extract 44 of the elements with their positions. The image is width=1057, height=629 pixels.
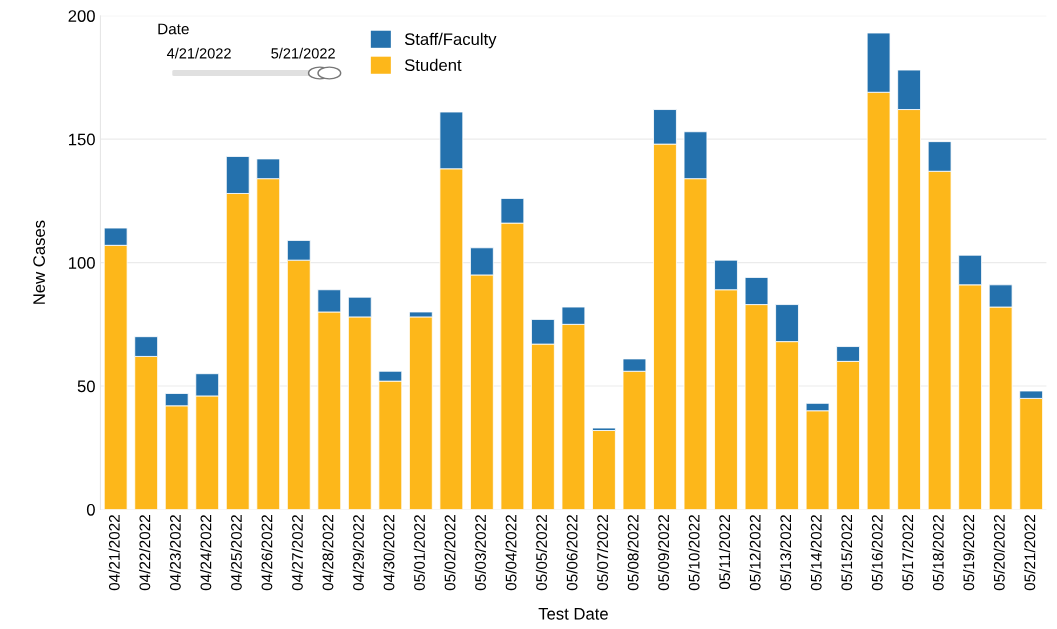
x-tick-label: 05/05/2022 — [535, 515, 548, 591]
x-tick-label: 05/10/2022 — [688, 515, 700, 591]
x-tick-label: 04/22/2022 — [139, 515, 151, 591]
x-tick-label: 05/17/2022 — [901, 515, 914, 591]
legend-label: Student — [404, 58, 462, 72]
y-tick-label: 0 — [86, 503, 95, 516]
x-tick-label: 04/29/2022 — [352, 515, 364, 591]
x-tick-label: 05/11/2022 — [718, 515, 731, 590]
x-tick-label: 04/25/2022 — [230, 515, 242, 591]
x-tick-label: 05/21/2022 — [1024, 515, 1036, 591]
x-tick-label: 05/02/2022 — [444, 515, 456, 591]
x-tick-label: 05/04/2022 — [505, 515, 517, 591]
x-tick-label: 04/27/2022 — [291, 515, 303, 591]
x-tick-label: 05/07/2022 — [596, 515, 609, 591]
x-tick-label: 05/09/2022 — [657, 515, 670, 591]
x-axis-title: Test Date — [538, 608, 608, 620]
x-tick-label: 04/30/2022 — [383, 515, 395, 591]
x-tick-label: 05/12/2022 — [749, 515, 761, 591]
annotation: Date — [158, 23, 189, 35]
x-tick-label: 05/14/2022 — [810, 515, 822, 591]
legend-label: Staff/Faculty — [404, 32, 497, 49]
bar — [592, 430, 616, 510]
x-tick-label: 05/06/2022 — [566, 515, 578, 591]
annotation: 5/21/2022 — [271, 47, 335, 59]
annotation: 4/21/2022 — [166, 47, 231, 59]
x-tick-label: 04/26/2022 — [261, 515, 273, 591]
x-tick-label: 05/20/2022 — [993, 515, 1005, 591]
x-tick-label: 04/24/2022 — [200, 515, 212, 591]
x-tick-label: 05/19/2022 — [963, 515, 975, 591]
y-tick-label: 100 — [69, 257, 95, 269]
x-tick-label: 05/08/2022 — [627, 515, 639, 591]
y-tick-label: 200 — [68, 10, 95, 22]
y-axis-title: New Cases — [33, 220, 46, 304]
x-tick-label: 05/13/2022 — [779, 515, 792, 591]
x-tick-label: 05/16/2022 — [871, 515, 883, 591]
x-tick-label: 04/28/2022 — [322, 515, 334, 591]
y-tick-label: 50 — [77, 380, 95, 393]
x-tick-label: 05/03/2022 — [474, 515, 486, 591]
x-tick-label: 05/15/2022 — [840, 515, 853, 591]
x-tick-label: 04/21/2022 — [108, 515, 120, 591]
x-tick-label: 05/18/2022 — [932, 515, 944, 591]
x-tick-label: 04/23/2022 — [169, 515, 181, 591]
y-tick-label: 150 — [69, 133, 95, 146]
x-tick-label: 05/01/2022 — [413, 515, 425, 591]
